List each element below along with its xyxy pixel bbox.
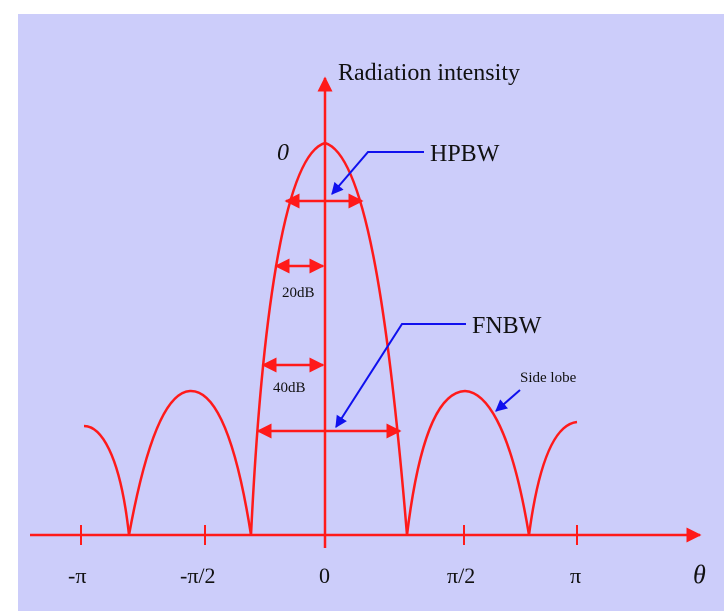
level-40db-label: 40dB — [273, 380, 306, 396]
right-side-lobe — [405, 389, 531, 536]
tick-label-zero: 0 — [319, 563, 330, 588]
x-axis-ticks — [80, 525, 578, 545]
far-left-lobe — [83, 424, 131, 536]
hpbw-label: HPBW — [430, 141, 500, 167]
hpbw-pointer — [331, 151, 424, 195]
side-lobe-pointer — [495, 389, 521, 412]
left-side-lobe — [127, 389, 253, 536]
side-lobe-label: Side lobe — [520, 370, 577, 386]
y-axis-label: Radiation intensity — [338, 60, 520, 86]
level-20db-label: 20dB — [282, 285, 315, 301]
x-axis-label: θ — [693, 560, 706, 589]
far-right-lobe — [527, 420, 578, 536]
fnbw-label: FNBW — [472, 313, 542, 339]
main-lobe — [249, 141, 409, 536]
peak-theta-label: 0 — [277, 140, 289, 166]
tick-label-pi: π — [570, 563, 581, 588]
fnbw-pointer — [335, 323, 466, 429]
diagram-background — [18, 14, 724, 611]
tick-label-minus-pi: -π — [68, 563, 86, 588]
tick-label-half-pi: π/2 — [447, 563, 475, 588]
tick-label-minus-half-pi: -π/2 — [180, 563, 216, 588]
